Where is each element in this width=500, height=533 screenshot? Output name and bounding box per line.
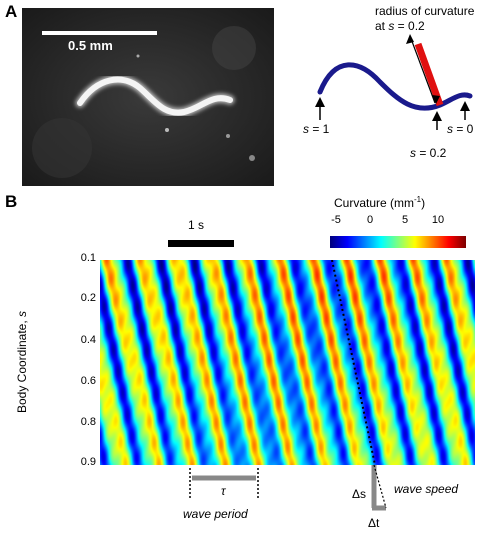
- arrow-s1: [315, 97, 325, 107]
- y-axis-label: Body Coordinate, s: [15, 310, 29, 414]
- radius-arrow: [409, 35, 436, 104]
- label-s1: s = 1: [303, 122, 330, 136]
- wave-period-label: wave period: [183, 507, 248, 521]
- scale-bar: [42, 31, 157, 35]
- colorbar-tick: 0: [366, 214, 374, 226]
- delta-s-label: Δs: [352, 487, 367, 501]
- heatmap-canvas: [100, 260, 475, 465]
- panel-b-letter: B: [5, 192, 18, 211]
- worm-centerline: [317, 62, 473, 111]
- arrow-s02: [432, 111, 442, 121]
- colorbar: [330, 236, 466, 248]
- radius-line: [414, 42, 444, 107]
- wave-speed-label: wave speed: [394, 482, 459, 496]
- y-tick: 0.8: [80, 416, 96, 428]
- worm-micrograph: 0.5 mm: [22, 8, 274, 186]
- scale-bar-label: 0.5 mm: [68, 38, 113, 53]
- y-tick: 0.2: [80, 292, 96, 304]
- radius-annotation-line1: radius of curvature: [375, 4, 475, 18]
- y-tick: 0.6: [80, 375, 96, 387]
- time-scale-label: 1 s: [188, 218, 205, 232]
- colorbar-tick: 5: [401, 214, 409, 226]
- micrograph-image: [22, 8, 274, 186]
- bottom-annotations: [189, 464, 387, 511]
- delta-t-label: Δt: [368, 516, 380, 530]
- y-tick: 0.1: [80, 252, 96, 264]
- label-s02: s = 0.2: [410, 146, 447, 160]
- tau-label: τ: [221, 484, 226, 498]
- time-scale-bar: [168, 240, 234, 247]
- y-axis: 0.1 0.2 0.4 0.6 0.8 0.9: [70, 252, 100, 472]
- arrow-s0: [460, 101, 470, 111]
- panel-a-letter: A: [5, 2, 18, 21]
- curvature-diagram: [315, 34, 473, 130]
- colorbar-tick: 10: [431, 214, 445, 226]
- colorbar-tick: -5: [331, 214, 341, 226]
- radius-annotation-line2: at s = 0.2: [375, 19, 425, 33]
- y-tick: 0.9: [80, 456, 96, 468]
- label-s0: s = 0: [447, 122, 474, 136]
- y-tick: 0.4: [80, 334, 96, 346]
- curvature-kymograph: [100, 260, 475, 465]
- colorbar-title: Curvature (mm-1): [334, 195, 426, 210]
